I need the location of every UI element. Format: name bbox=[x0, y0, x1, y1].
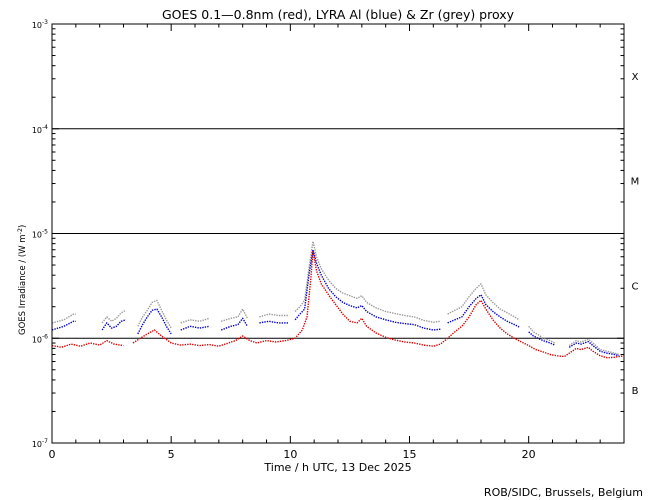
x-axis-label: Time / h UTC, 13 Dec 2025 bbox=[263, 461, 411, 474]
series-1-segment-3 bbox=[180, 325, 210, 331]
series-group bbox=[51, 240, 625, 359]
class-label-B: B bbox=[632, 386, 639, 397]
series-1-segment-6 bbox=[294, 248, 441, 331]
x-tick-label-3: 15 bbox=[403, 448, 417, 461]
y-tick-label-2: 10-5 bbox=[32, 229, 48, 240]
series-0-segment-2 bbox=[137, 299, 172, 329]
y-tick-label-0: 10-7 bbox=[32, 438, 48, 449]
y-tick-label-1: 10-6 bbox=[32, 333, 48, 344]
footer-credit: ROB/SIDC, Brussels, Belgium bbox=[484, 486, 643, 499]
series-2-segment-1 bbox=[132, 250, 625, 359]
series-2-segment-0 bbox=[51, 339, 124, 348]
x-tick-label-1: 5 bbox=[168, 448, 175, 461]
series-1-segment-7 bbox=[447, 294, 520, 328]
series-1-segment-9 bbox=[568, 340, 620, 357]
y-axis-label: GOES Irradiance / (W m-2) bbox=[16, 225, 28, 335]
class-label-X: X bbox=[632, 72, 639, 83]
series-0-segment-6 bbox=[294, 240, 441, 323]
chart-title: GOES 0.1—0.8nm (red), LYRA Al (blue) & Z… bbox=[162, 7, 515, 22]
series-0-segment-0 bbox=[51, 313, 76, 324]
series-0-segment-9 bbox=[568, 338, 620, 356]
series-0-segment-1 bbox=[101, 309, 127, 324]
series-1-segment-0 bbox=[51, 320, 76, 331]
y-axis-label-close: ) bbox=[18, 225, 28, 228]
class-label-C: C bbox=[632, 281, 639, 292]
class-label-M: M bbox=[631, 177, 640, 188]
x-axis: 0 5 10 15 20 bbox=[49, 24, 625, 461]
series-1-segment-1 bbox=[101, 319, 127, 331]
y-tick-label-4: 10-3 bbox=[32, 19, 48, 30]
flare-class-labels: B C M X bbox=[631, 72, 640, 397]
class-threshold-lines bbox=[52, 128, 624, 339]
series-1-segment-4 bbox=[220, 317, 249, 331]
x-tick-label-0: 0 bbox=[49, 448, 56, 461]
series-1-segment-2 bbox=[137, 308, 172, 335]
y-tick-label-3: 10-4 bbox=[32, 124, 48, 135]
x-tick-label-2: 10 bbox=[283, 448, 297, 461]
y-axis: 10-7 10-6 10-5 10-4 10-3 bbox=[32, 19, 624, 449]
y-axis-label-exp: -2 bbox=[16, 228, 24, 234]
chart-title-group: GOES 0.1—0.8nm (red), LYRA Al (blue) & Z… bbox=[162, 7, 515, 22]
series-0-segment-8 bbox=[528, 325, 556, 344]
series-1-segment-8 bbox=[528, 331, 556, 346]
y-axis-label-main: GOES Irradiance / (W m bbox=[18, 234, 28, 335]
x-tick-label-4: 20 bbox=[522, 448, 536, 461]
